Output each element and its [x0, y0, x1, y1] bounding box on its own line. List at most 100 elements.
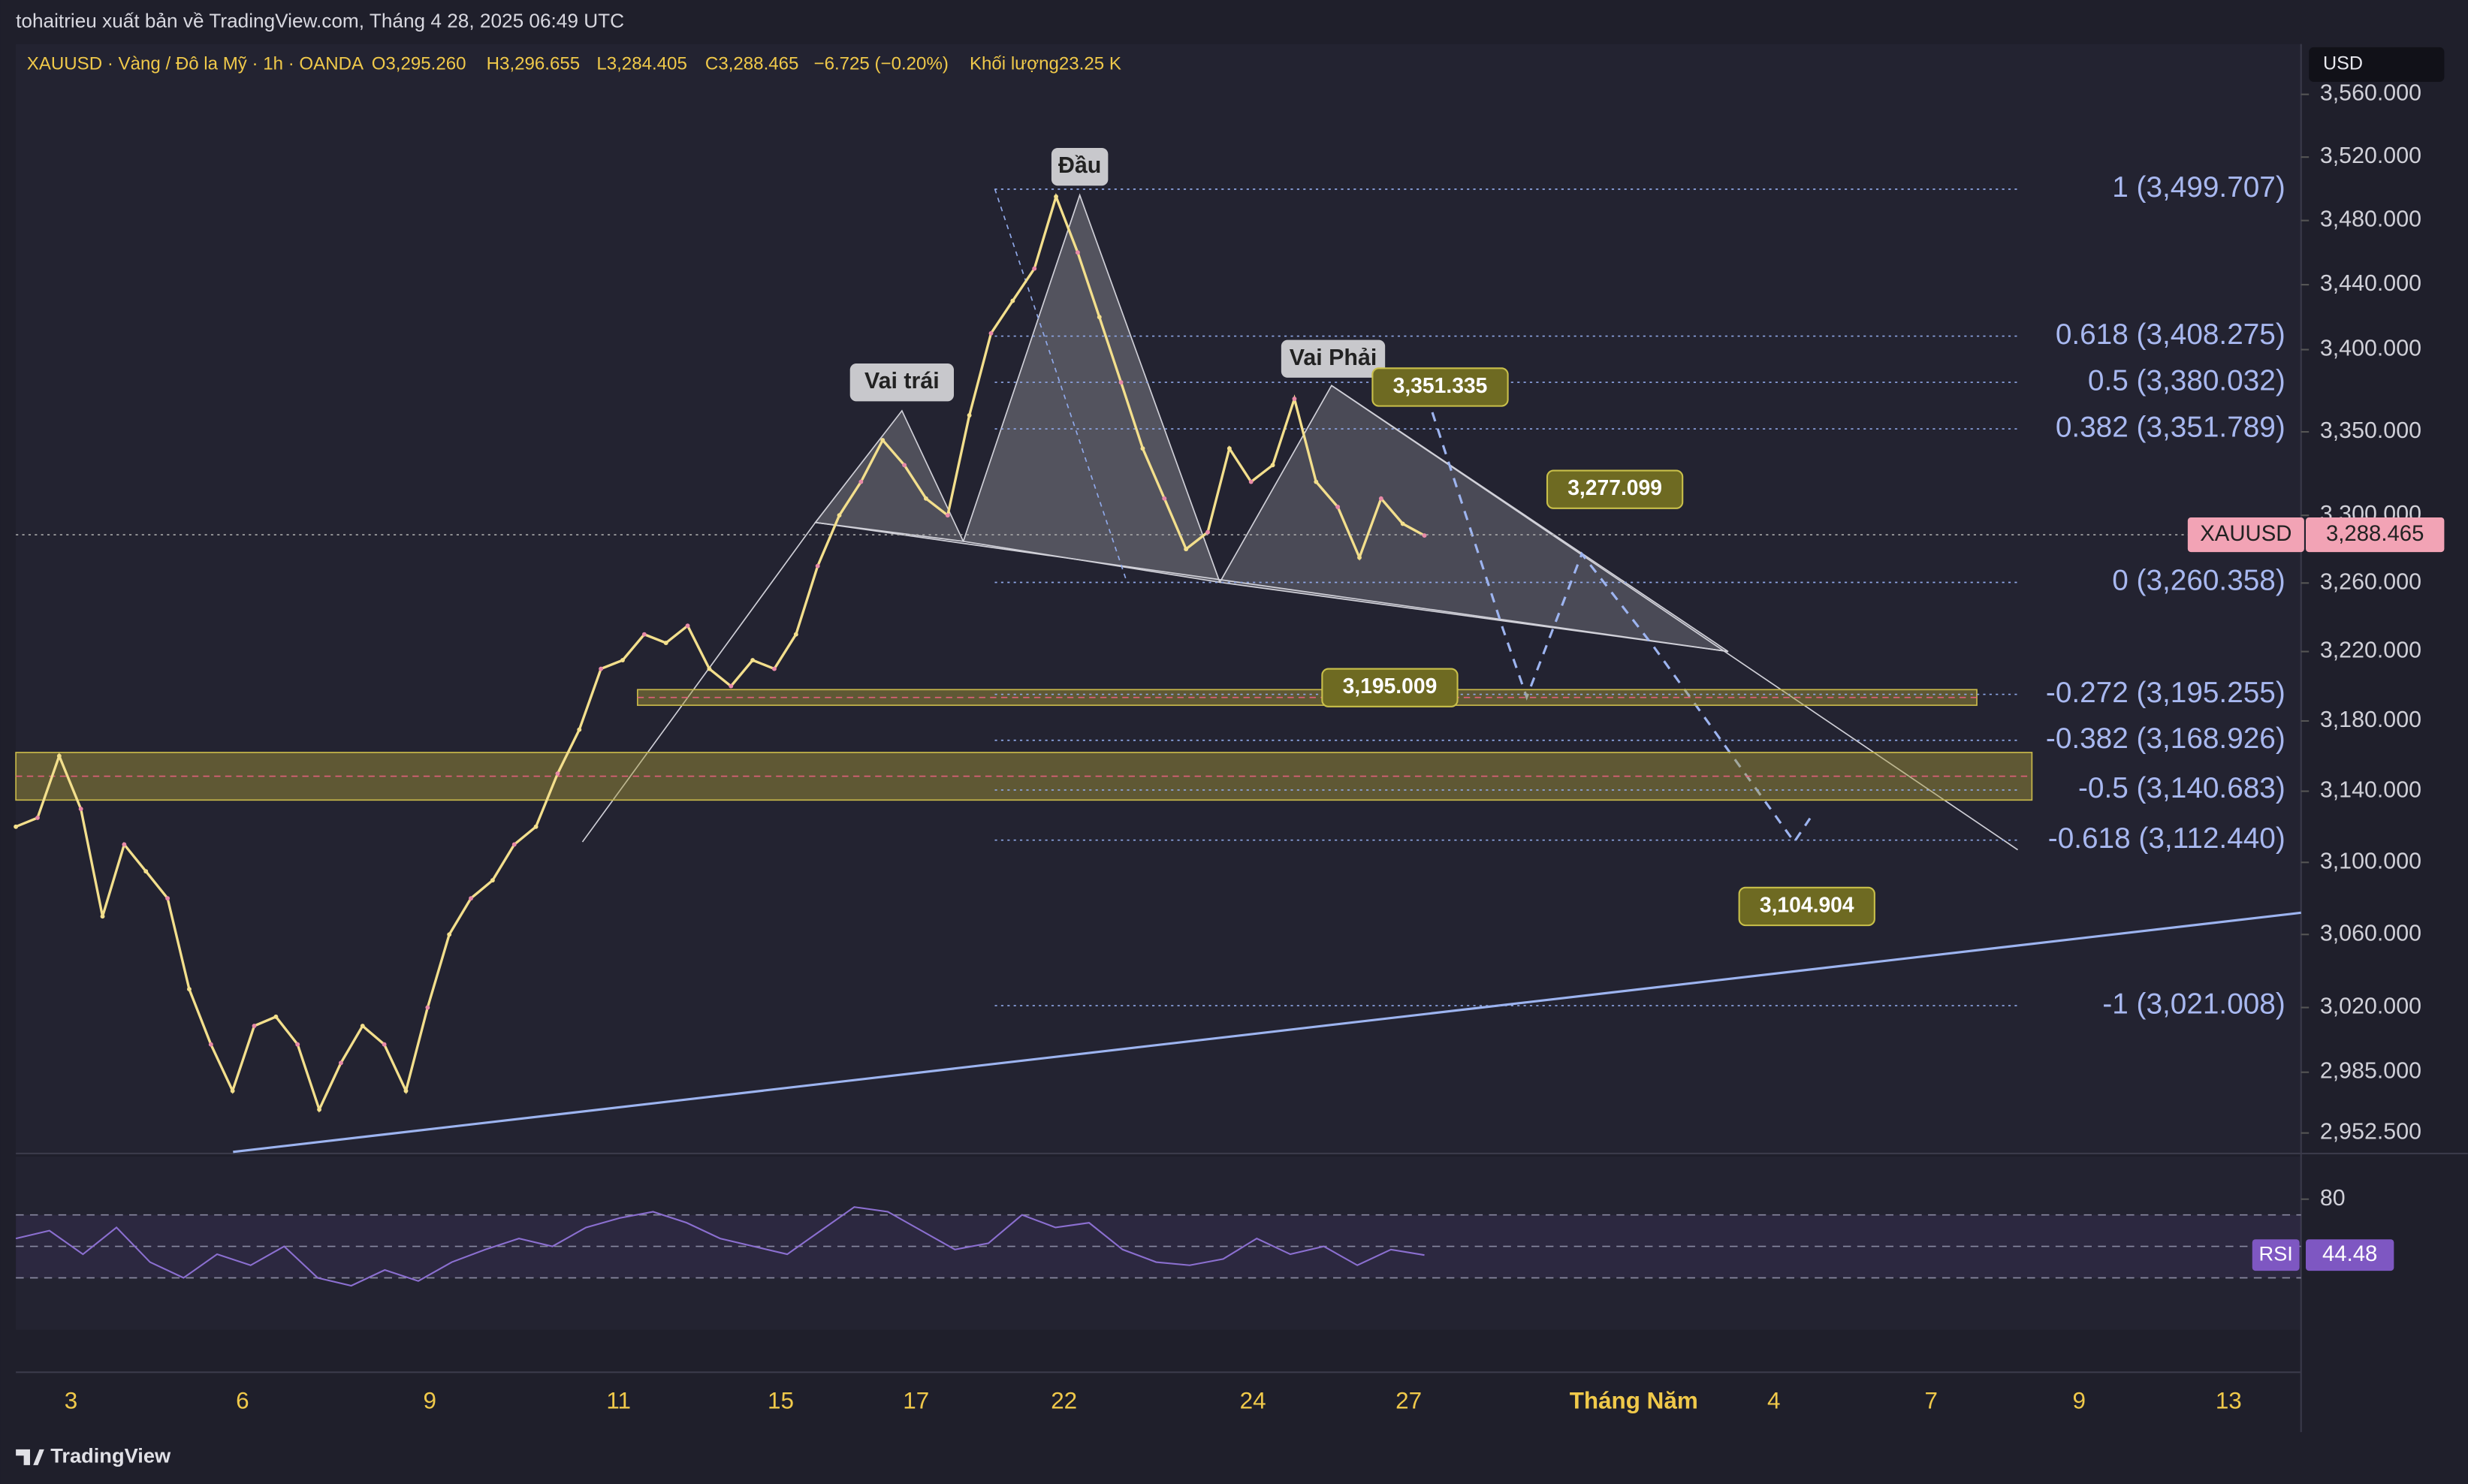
header-low: L3,284.405 — [596, 53, 687, 74]
price-point — [511, 842, 517, 847]
y-tick-label: 3,440.000 — [2320, 270, 2421, 296]
price-point — [641, 632, 647, 637]
price-point — [1205, 529, 1210, 535]
x-tick-label: 3 — [65, 1387, 77, 1413]
price-point — [295, 1042, 300, 1047]
price-point — [273, 1014, 279, 1019]
price-point — [360, 1024, 365, 1028]
y-tick-label: 3,350.000 — [2320, 418, 2421, 443]
x-tick-label: 17 — [903, 1387, 929, 1413]
fib-line — [994, 189, 1128, 583]
price-point — [555, 771, 560, 776]
x-tick-label: 22 — [1051, 1387, 1077, 1413]
price-note: 3,104.904 — [1760, 892, 1854, 916]
price-point — [165, 896, 170, 901]
rsi-name-box — [2252, 1239, 2300, 1271]
x-tick-label: 11 — [606, 1387, 631, 1413]
y-tick-label: 3,180.000 — [2320, 707, 2421, 732]
header-change: −6.725 (−0.20%) — [814, 53, 949, 74]
left-shoulder — [814, 409, 964, 542]
fib-label: -0.272 (3,195.255) — [2046, 677, 2285, 709]
y-tick-label: 3,220.000 — [2320, 638, 2421, 663]
price-point — [577, 727, 582, 732]
price-point — [1226, 446, 1232, 451]
support-line — [233, 911, 2301, 1154]
price-point — [750, 658, 756, 662]
rsi-value: 44.48 — [2322, 1241, 2377, 1266]
price-point — [1140, 446, 1145, 451]
y-tick-label: 3,560.000 — [2320, 80, 2421, 106]
trend-line — [1331, 385, 2018, 851]
y-tick-label: 3,260.000 — [2320, 569, 2421, 594]
price-point — [78, 807, 83, 812]
pattern-label-box — [849, 363, 955, 402]
price-point — [382, 1042, 387, 1047]
price-point — [1075, 250, 1080, 255]
x-tick-label: 15 — [768, 1387, 794, 1413]
fib-label: -0.618 (3,112.440) — [2048, 822, 2285, 855]
y-tick-label: 3,020.000 — [2320, 994, 2421, 1019]
price-point — [1118, 380, 1124, 385]
currency-box — [2309, 47, 2445, 82]
pattern-label-box — [1281, 339, 1386, 378]
price-point — [729, 683, 734, 689]
price-note: 3,351.335 — [1393, 373, 1488, 397]
price-point — [447, 932, 452, 937]
price-point — [663, 641, 668, 646]
fib-label: 0 (3,260.358) — [2112, 565, 2285, 597]
price-point — [1378, 496, 1383, 501]
pattern-label: Đầu — [1058, 152, 1101, 178]
x-tick-label: 9 — [423, 1387, 436, 1413]
y-tick-label: 2,985.000 — [2320, 1058, 2421, 1084]
price-note-box — [1546, 469, 1684, 509]
price-point — [1054, 194, 1058, 199]
symbol-label: XAUUSD — [2200, 521, 2291, 546]
price-line — [15, 192, 1426, 1113]
x-tick-label: 4 — [1767, 1387, 1780, 1413]
neckline — [815, 521, 1729, 653]
header-symbol: XAUUSD · Vàng / Đô la Mỹ · 1h · OANDA — [27, 53, 364, 74]
price-point — [35, 815, 40, 820]
price-point — [1010, 298, 1015, 303]
price-point — [945, 513, 950, 518]
header-high: H3,296.655 — [487, 53, 581, 74]
right-shoulder — [1218, 385, 1729, 653]
current-price: 3,288.465 — [2326, 521, 2424, 546]
y-tick-label: 3,060.000 — [2320, 920, 2421, 946]
price-point — [533, 824, 539, 829]
hs-pattern — [15, 189, 2301, 1154]
rsi-line — [15, 1206, 1425, 1287]
currency: USD — [2323, 53, 2363, 74]
price-note-box — [1738, 886, 1875, 927]
header-volume: Khối lượng23.25 K — [970, 53, 1121, 74]
price-point — [902, 463, 907, 468]
price-point — [707, 666, 712, 671]
rsi-value-box — [2305, 1239, 2394, 1271]
price-box — [2305, 517, 2445, 553]
x-tick-label: 6 — [236, 1387, 249, 1413]
x-tick-label: 27 — [1395, 1387, 1422, 1413]
price-point — [1270, 463, 1275, 468]
price-point — [1032, 266, 1037, 271]
price-point — [1357, 555, 1362, 560]
y-tick-label: 3,400.000 — [2320, 336, 2421, 361]
fib-label: 1 (3,499.707) — [2112, 171, 2285, 204]
price-point — [143, 869, 149, 874]
price-point — [988, 330, 994, 336]
rsi-pane — [16, 1157, 2301, 1330]
pattern-label: Vai Phải — [1290, 345, 1377, 370]
price-point — [1248, 479, 1254, 484]
price-point — [122, 842, 127, 847]
price-point — [208, 1042, 213, 1047]
price-pane — [16, 44, 2301, 1154]
price-point — [815, 563, 820, 569]
header-open: O3,295.260 — [372, 53, 466, 74]
price-point — [967, 413, 972, 418]
price-point — [1292, 397, 1297, 401]
price-point — [1184, 547, 1189, 552]
fib-label: -0.5 (3,140.683) — [2078, 772, 2285, 804]
fib-label: -1 (3,021.008) — [2102, 988, 2285, 1020]
price-note: 3,277.099 — [1567, 475, 1662, 499]
pattern-label-box — [1051, 147, 1109, 186]
